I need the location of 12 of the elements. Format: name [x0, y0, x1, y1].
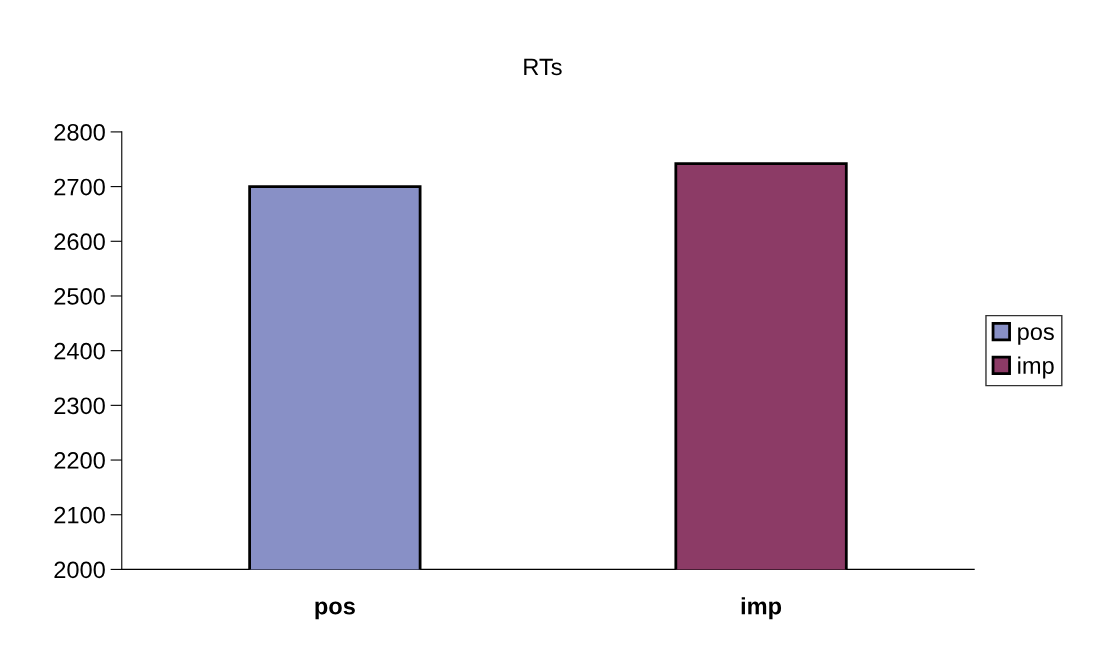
y-tick-label: 2300 [54, 397, 105, 415]
y-tick-label: 2100 [54, 506, 105, 524]
y-tick-label: 2400 [54, 342, 105, 360]
y-tick-label: 2800 [54, 123, 105, 141]
y-tick-label: 2200 [54, 452, 105, 469]
y-tick-label: 2700 [54, 178, 105, 196]
chart-title: RTs [524, 58, 562, 76]
y-tick-label: 2600 [54, 233, 105, 251]
y-tick-label: 2000 [54, 561, 105, 579]
y-tick-label: 2500 [54, 288, 105, 305]
legend-label: imp [1018, 356, 1054, 379]
legend-label: pos [1018, 327, 1054, 345]
